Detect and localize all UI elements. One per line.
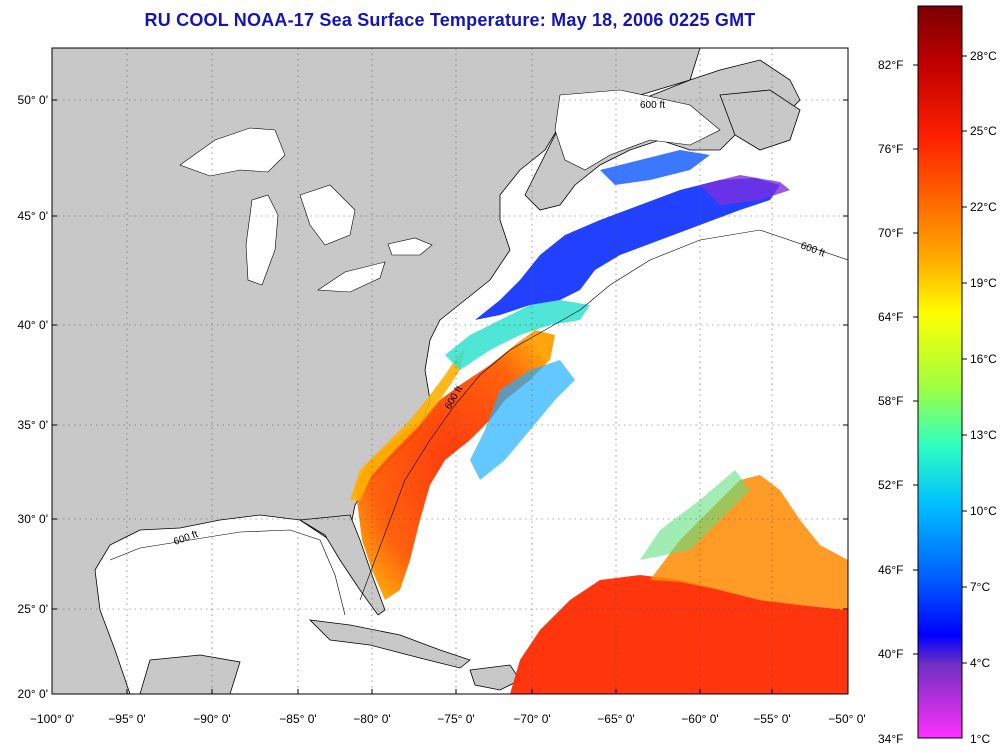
sst-mid-atlantic bbox=[445, 300, 590, 370]
colorbar-fahrenheit-label: 82°F bbox=[878, 58, 904, 72]
colorbar-celsius-label: 1°C bbox=[970, 732, 991, 746]
lon-label: −90° 0' bbox=[193, 712, 231, 726]
colorbar-fahrenheit-label: 64°F bbox=[878, 310, 904, 324]
colorbar-celsius-label: 16°C bbox=[970, 352, 997, 366]
depth-contour-gulf bbox=[109, 529, 346, 616]
colorbar-celsius-label: 28°C bbox=[970, 49, 997, 63]
colorbar-fahrenheit-label: 46°F bbox=[878, 563, 904, 577]
land-yucatan bbox=[139, 654, 241, 694]
lat-label: 50° 0' bbox=[17, 93, 48, 107]
lon-label: −65° 0' bbox=[597, 712, 635, 726]
axis-ticks bbox=[52, 99, 848, 694]
lon-label: −70° 0' bbox=[513, 712, 551, 726]
colorbar-celsius-label: 7°C bbox=[970, 580, 991, 594]
sst-st-lawrence-blue bbox=[600, 150, 710, 185]
lon-label: −100° 0' bbox=[29, 712, 75, 726]
colorbar-ticks bbox=[913, 55, 967, 664]
colorbar-celsius-label: 19°C bbox=[970, 276, 997, 290]
depth-label-stl: 600 ft bbox=[640, 100, 665, 111]
sst-northeast-purple bbox=[700, 175, 790, 205]
lat-label: 30° 0' bbox=[17, 512, 48, 526]
colorbar-celsius-label: 25°C bbox=[970, 124, 997, 138]
colorbar-celsius-label: 4°C bbox=[970, 656, 991, 670]
sst-coastal-band bbox=[350, 348, 465, 500]
lon-label: −75° 0' bbox=[437, 712, 475, 726]
depth-contour-600ft bbox=[359, 229, 848, 601]
colorbar-celsius-label: 13°C bbox=[970, 428, 997, 442]
lon-label: −50° 0' bbox=[828, 712, 866, 726]
lake-superior bbox=[179, 127, 286, 177]
land-cuba bbox=[308, 619, 471, 669]
lon-label: −85° 0' bbox=[279, 712, 317, 726]
colorbar-fahrenheit-label: 70°F bbox=[878, 226, 904, 240]
lake-ontario bbox=[387, 237, 433, 256]
lake-erie bbox=[317, 261, 386, 293]
lon-label: −80° 0' bbox=[353, 712, 391, 726]
colorbar bbox=[917, 5, 963, 739]
land-hispaniola bbox=[469, 664, 521, 691]
sst-subtropical-fringe bbox=[650, 475, 848, 610]
colorbar-fahrenheit-label: 76°F bbox=[878, 142, 904, 156]
sst-offshore-patches bbox=[470, 360, 575, 480]
page-title: RU COOL NOAA-17 Sea Surface Temperature:… bbox=[144, 10, 756, 30]
lake-michigan bbox=[245, 194, 279, 286]
lon-label: −95° 0' bbox=[108, 712, 146, 726]
lat-label: 45° 0' bbox=[17, 209, 48, 223]
sst-subtropical-green bbox=[640, 470, 750, 560]
map-frame bbox=[51, 47, 849, 695]
gulf-st-lawrence bbox=[554, 89, 721, 171]
lat-label: 40° 0' bbox=[17, 318, 48, 332]
sst-subtropical-warm bbox=[510, 575, 848, 694]
land-newfoundland bbox=[719, 89, 801, 151]
graticule bbox=[52, 48, 848, 694]
lat-label: 20° 0' bbox=[17, 687, 48, 701]
lon-label: −60° 0' bbox=[681, 712, 719, 726]
colorbar-fahrenheit-label: 58°F bbox=[878, 394, 904, 408]
map-plot-area: 600 ft 600 ft 600 ft 600 ft bbox=[52, 48, 848, 694]
colorbar-fahrenheit-label: 40°F bbox=[878, 647, 904, 661]
colorbar-fahrenheit-label: 34°F bbox=[878, 732, 904, 746]
colorbar-fahrenheit-label: 52°F bbox=[878, 478, 904, 492]
sst-northeast-cold bbox=[475, 178, 780, 320]
colorbar-celsius-label: 22°C bbox=[970, 200, 997, 214]
lon-label: −55° 0' bbox=[753, 712, 791, 726]
colorbar-celsius-label: 10°C bbox=[970, 504, 997, 518]
lat-label: 35° 0' bbox=[17, 418, 48, 432]
lat-label: 25° 0' bbox=[17, 602, 48, 616]
lake-huron bbox=[299, 184, 356, 246]
